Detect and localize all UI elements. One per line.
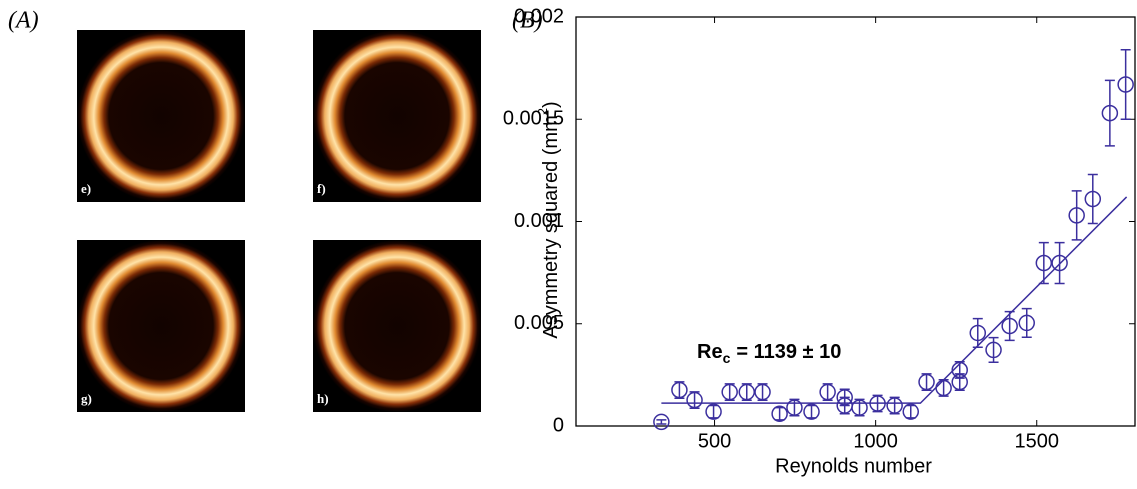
annotation-part: = 1139 ± 10	[736, 341, 841, 363]
data-point	[985, 341, 1002, 359]
data-point	[1018, 314, 1035, 332]
error-bar	[921, 373, 932, 391]
x-tick-label: 1000	[853, 430, 898, 452]
y-tick-label: 0.0015	[503, 108, 564, 130]
y-tick-label: 0.005	[514, 312, 564, 334]
data-point	[721, 383, 738, 401]
error-bar	[988, 336, 999, 363]
error-bar	[972, 317, 983, 349]
data-point	[686, 391, 703, 409]
y-tick-label: 0	[553, 414, 564, 436]
error-bar	[656, 419, 667, 425]
error-bar	[774, 406, 785, 421]
error-bar	[822, 383, 833, 401]
fit-line	[661, 196, 1128, 404]
error-bar	[1087, 173, 1098, 225]
image-label: e)	[81, 181, 91, 196]
error-bar	[1104, 79, 1115, 147]
data-point	[951, 361, 968, 379]
error-bar	[1004, 310, 1015, 342]
data-point	[671, 381, 688, 399]
ring-image	[77, 240, 245, 412]
error-bar	[1071, 190, 1082, 241]
data-point	[1035, 254, 1053, 272]
data-point	[705, 403, 722, 420]
image-label: f)	[317, 181, 326, 196]
data-point	[786, 399, 803, 416]
y-axis-label-part: 2	[535, 108, 550, 115]
panel-label: (B)	[512, 8, 543, 34]
y-axis-label: Asymmetry squared (mm2)	[535, 101, 562, 338]
error-bar	[1038, 241, 1049, 285]
data-point	[902, 403, 920, 420]
annotation: Rec = 1139 ± 10	[697, 341, 841, 365]
panel-label: (A)	[8, 8, 39, 34]
error-bar	[689, 391, 700, 409]
error-bar	[1021, 307, 1032, 338]
data-point	[819, 383, 836, 401]
error-bar	[789, 398, 800, 417]
data-point	[869, 395, 886, 412]
data-point	[653, 413, 670, 431]
data-point	[803, 403, 820, 420]
data-point	[886, 397, 903, 414]
data-point	[1051, 254, 1068, 272]
error-bar	[854, 398, 865, 417]
error-bar	[1120, 48, 1131, 120]
data-point	[918, 373, 935, 391]
error-bar	[889, 396, 900, 415]
x-axis-label: Reynolds number	[775, 455, 932, 477]
x-tick-label: 1500	[1014, 430, 1059, 452]
data-point	[1084, 190, 1102, 208]
data-point	[935, 379, 952, 397]
data-point	[1101, 104, 1119, 122]
image-label: g)	[81, 391, 92, 406]
error-bar	[708, 404, 719, 419]
data-point	[851, 399, 868, 416]
error-bar	[806, 404, 817, 419]
ring-image	[77, 30, 245, 202]
error-bar	[674, 381, 685, 399]
error-bar	[1054, 241, 1065, 285]
plot-frame	[575, 16, 1136, 427]
error-bar	[905, 404, 916, 419]
annotation-part: Re	[697, 341, 723, 363]
y-tick-label: 0.002	[514, 5, 564, 27]
y-axis-label-part: )	[540, 101, 562, 108]
error-bar	[757, 383, 768, 401]
ring-image	[313, 30, 481, 202]
data-point	[738, 383, 756, 401]
annotation-part: c	[723, 350, 731, 366]
error-bar	[741, 383, 752, 401]
plot: 0 0.005 0.001 0.0015 0.002 500 1000 1500 Reynold…	[503, 5, 1136, 477]
data-point	[754, 383, 771, 401]
error-bar	[938, 379, 949, 397]
ring-image	[313, 240, 481, 412]
data-point	[771, 405, 788, 422]
error-bar	[724, 383, 735, 401]
data-point	[1117, 76, 1134, 93]
data-point	[969, 324, 987, 342]
y-axis-label-part: Asymmetry squared (mm	[540, 115, 562, 338]
x-tick-label: 500	[698, 430, 731, 452]
image-grid: e) f) g) h)	[77, 30, 481, 412]
y-tick-label: 0.001	[514, 210, 564, 232]
data-point	[1001, 317, 1018, 335]
image-label: h)	[317, 391, 329, 406]
data-point	[1068, 207, 1085, 224]
